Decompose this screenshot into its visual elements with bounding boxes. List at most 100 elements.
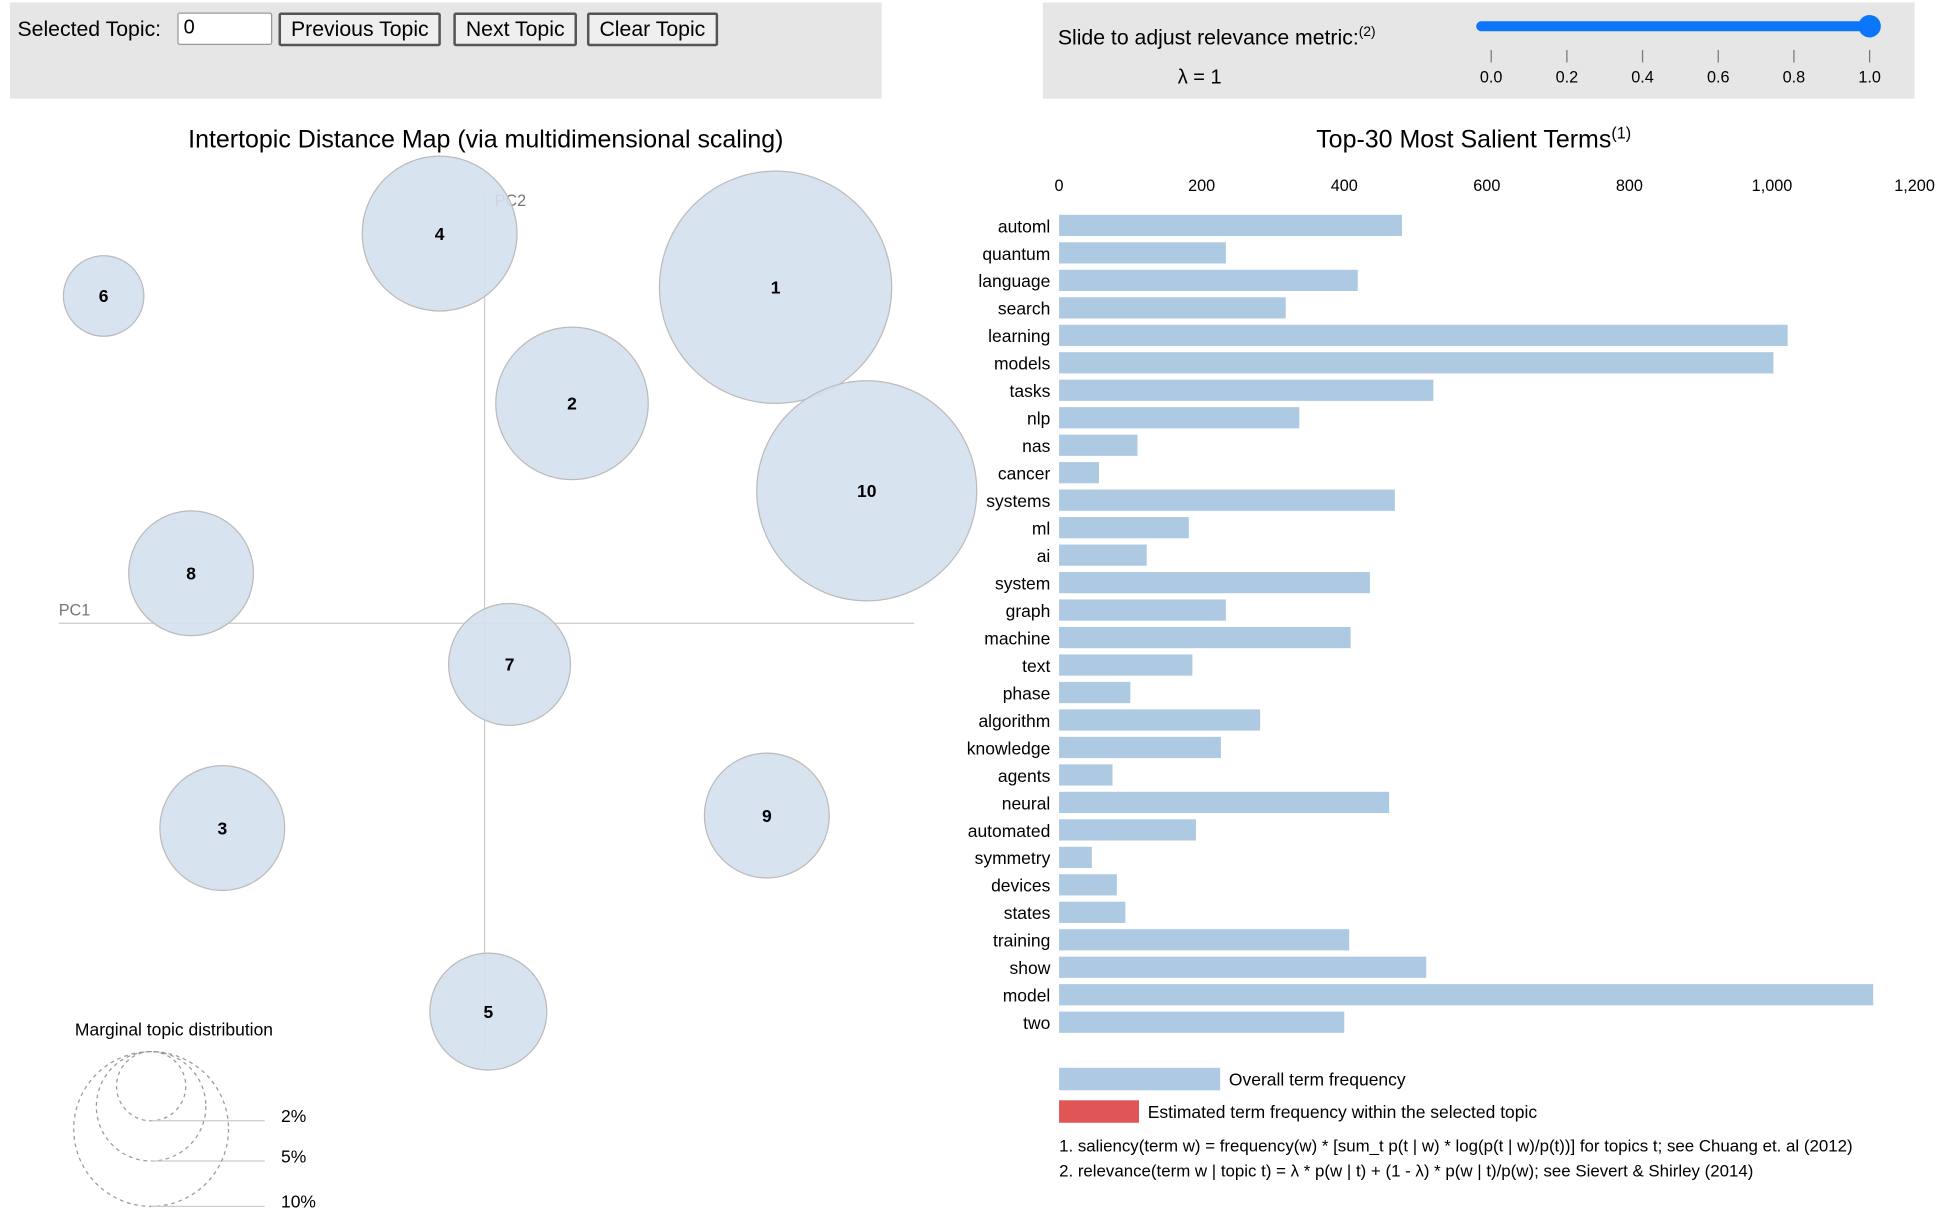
bar-nas[interactable] <box>1059 434 1138 456</box>
footnote-2: 2. relevance(term w | topic t) = λ * p(w… <box>1059 1161 1754 1181</box>
term-label-model[interactable]: model <box>1003 986 1051 1006</box>
selected-topic-input[interactable] <box>177 12 273 45</box>
bar-phase[interactable] <box>1059 681 1131 704</box>
term-label-graph[interactable]: graph <box>1006 601 1051 621</box>
topic-bubble-6[interactable] <box>62 255 145 337</box>
topic-bubble-2[interactable] <box>495 326 649 481</box>
bar-model[interactable] <box>1059 984 1874 1006</box>
topic-bubble-4[interactable] <box>361 155 518 312</box>
topic-bubble-1[interactable] <box>658 170 893 404</box>
bar-knowledge[interactable] <box>1059 736 1221 759</box>
term-label-quantum[interactable]: quantum <box>982 244 1050 264</box>
bars-title-footnote: (1) <box>1611 125 1631 143</box>
topic-control-panel: Selected Topic: Previous Topic Next Topi… <box>9 2 882 99</box>
topic-label-10[interactable]: 10 <box>857 481 876 501</box>
bar-graph[interactable] <box>1059 599 1226 621</box>
term-label-tasks[interactable]: tasks <box>1010 381 1051 401</box>
term-label-agents[interactable]: agents <box>998 766 1051 786</box>
topic-label-9[interactable]: 9 <box>762 806 772 826</box>
bar-show[interactable] <box>1059 956 1427 978</box>
bar-training[interactable] <box>1059 929 1350 951</box>
term-label-systems[interactable]: systems <box>986 491 1050 511</box>
bar-system[interactable] <box>1059 571 1370 594</box>
term-label-knowledge[interactable]: knowledge <box>967 738 1051 758</box>
term-label-devices[interactable]: devices <box>991 876 1050 896</box>
term-label-learning[interactable]: learning <box>988 326 1050 346</box>
bar-ml[interactable] <box>1059 517 1189 539</box>
footnote-1: 1. saliency(term w) = frequency(w) * [su… <box>1059 1136 1853 1156</box>
bar-systems[interactable] <box>1059 489 1395 511</box>
term-label-ai[interactable]: ai <box>1037 546 1051 566</box>
bar-symmetry[interactable] <box>1059 846 1092 868</box>
bar-nlp[interactable] <box>1059 407 1300 429</box>
x-tick-label: 400 <box>1331 177 1358 195</box>
term-label-machine[interactable]: machine <box>984 628 1050 648</box>
previous-topic-button[interactable]: Previous Topic <box>278 12 442 47</box>
topic-bubble-8[interactable] <box>128 510 255 637</box>
topic-label-2[interactable]: 2 <box>567 394 577 414</box>
term-label-ml[interactable]: ml <box>1032 519 1050 539</box>
legend-swatch-0 <box>1059 1067 1221 1091</box>
bar-tasks[interactable] <box>1059 379 1434 401</box>
term-label-algorithm[interactable]: algorithm <box>978 711 1050 731</box>
bar-cancer[interactable] <box>1059 462 1099 484</box>
topic-bubble-9[interactable] <box>703 752 830 879</box>
term-label-nlp[interactable]: nlp <box>1027 409 1050 429</box>
bar-automated[interactable] <box>1059 819 1196 841</box>
topic-bubble-3[interactable] <box>159 764 286 892</box>
bar-text[interactable] <box>1059 654 1193 676</box>
topic-bubble-5[interactable] <box>429 952 548 1071</box>
bar-devices[interactable] <box>1059 874 1117 896</box>
slider-label: Slide to adjust relevance metric:(2) <box>1058 25 1376 51</box>
topic-label-4[interactable]: 4 <box>435 224 445 244</box>
legend-circle-5 <box>95 1050 207 1162</box>
topic-label-3[interactable]: 3 <box>217 818 227 838</box>
selected-topic-label: Selected Topic: <box>17 17 162 42</box>
bar-agents[interactable] <box>1059 764 1113 786</box>
term-label-cancer[interactable]: cancer <box>998 464 1051 484</box>
bar-machine[interactable] <box>1059 626 1351 649</box>
slider-thumb[interactable] <box>1858 14 1881 38</box>
term-label-system[interactable]: system <box>995 573 1050 593</box>
term-label-two[interactable]: two <box>1023 1013 1050 1033</box>
bar-quantum[interactable] <box>1059 242 1226 264</box>
bar-language[interactable] <box>1059 269 1358 291</box>
term-label-symmetry[interactable]: symmetry <box>975 848 1051 868</box>
term-label-automl[interactable]: automl <box>998 216 1050 236</box>
term-label-training[interactable]: training <box>993 931 1050 951</box>
slider-tick-label: 0.6 <box>1707 68 1730 86</box>
lambda-value: λ = 1 <box>1177 67 1222 89</box>
term-label-automated[interactable]: automated <box>968 821 1051 841</box>
bar-ai[interactable] <box>1059 544 1147 566</box>
slider-label-footnote: (2) <box>1358 24 1376 40</box>
next-topic-button[interactable]: Next Topic <box>453 12 578 47</box>
term-label-show[interactable]: show <box>1010 958 1051 978</box>
term-label-nas[interactable]: nas <box>1022 436 1050 456</box>
clear-topic-button[interactable]: Clear Topic <box>586 12 718 47</box>
term-label-neural[interactable]: neural <box>1002 793 1051 813</box>
topic-bubble-7[interactable] <box>447 602 572 726</box>
bar-models[interactable] <box>1059 352 1774 374</box>
bar-learning[interactable] <box>1059 324 1788 346</box>
x-tick-label: 1,200 <box>1894 177 1935 195</box>
term-label-states[interactable]: states <box>1004 903 1051 923</box>
bar-automl[interactable] <box>1059 214 1402 237</box>
topic-label-5[interactable]: 5 <box>483 1002 493 1022</box>
slider-tick-label: 0.4 <box>1631 68 1654 86</box>
bar-states[interactable] <box>1059 901 1126 923</box>
term-label-search[interactable]: search <box>998 299 1050 319</box>
bar-two[interactable] <box>1059 1011 1345 1033</box>
term-label-language[interactable]: language <box>978 271 1050 291</box>
topic-label-8[interactable]: 8 <box>186 563 196 583</box>
term-label-text[interactable]: text <box>1022 656 1050 676</box>
term-label-phase[interactable]: phase <box>1003 683 1051 703</box>
bar-search[interactable] <box>1059 297 1286 319</box>
topic-label-7[interactable]: 7 <box>505 655 515 675</box>
topic-label-6[interactable]: 6 <box>99 286 109 306</box>
term-label-models[interactable]: models <box>994 354 1051 374</box>
topic-bubble-10[interactable] <box>756 380 978 602</box>
topic-label-1[interactable]: 1 <box>771 277 781 297</box>
bar-algorithm[interactable] <box>1059 709 1261 731</box>
bar-neural[interactable] <box>1059 791 1390 814</box>
